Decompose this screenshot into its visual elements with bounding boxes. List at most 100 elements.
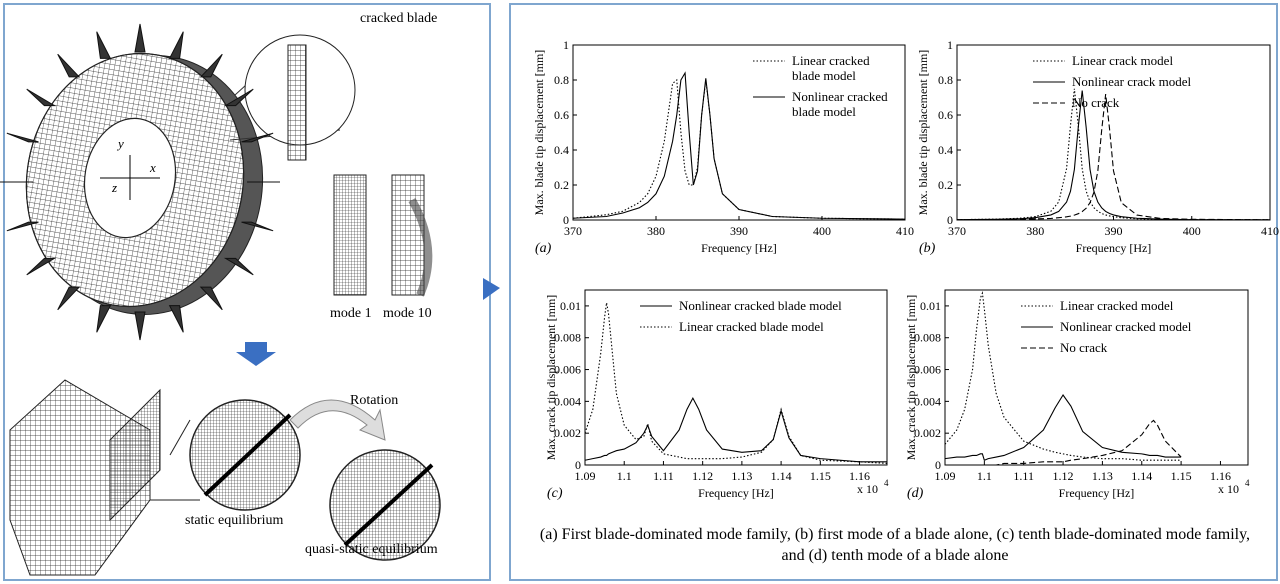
y-tick-label: 0.004 (914, 394, 941, 408)
label-quasi-static: quasi-static equilibrium (305, 542, 438, 557)
y-tick-label: 0.01 (560, 299, 581, 313)
y-axis-label: Max. blade tip displacement [mm] (532, 50, 546, 216)
blade-shape (170, 32, 184, 59)
legend-entry: Nonlinear cracked blade model (638, 298, 883, 313)
legend-swatch (1019, 340, 1055, 354)
x-axis-label: Frequency [Hz] (698, 486, 774, 500)
caption: (a) First blade-dominated mode family, (… (530, 524, 1260, 566)
legend-label: Nonlinear cracked model (1060, 319, 1191, 334)
legend-entry: Nonlinear crack model (1031, 74, 1266, 89)
y-tick-label: 0.8 (554, 73, 569, 87)
legend: Linear crack modelNonlinear crack modelN… (1031, 53, 1266, 116)
right-arrow (483, 278, 500, 300)
legend-entry: Linear cracked model (1019, 298, 1244, 313)
panel-label: (c) (547, 486, 563, 501)
y-tick-label: 0.6 (554, 108, 569, 122)
panel-label: (a) (535, 241, 552, 256)
series-line (585, 398, 887, 462)
x-tick-label: 1.15 (810, 469, 831, 483)
legend-swatch (1031, 95, 1067, 109)
legend-label: Linear cracked blade model (792, 53, 900, 83)
axis-y-label: y (116, 136, 124, 151)
x-tick-label: 1.13 (731, 469, 752, 483)
y-tick-label: 0.2 (938, 178, 953, 192)
y-tick-label: 1 (563, 38, 569, 52)
x-tick-label: 410 (896, 224, 914, 238)
legend-label: Nonlinear cracked blade model (792, 89, 900, 119)
legend-label: Linear cracked blade model (679, 319, 824, 334)
legend-label: Linear crack model (1072, 53, 1173, 68)
x-tick-label: 1.1 (977, 469, 992, 483)
x-tick-label: 1.14 (1131, 469, 1152, 483)
x-tick-label: 1.12 (1053, 469, 1074, 483)
x-tick-label: 1.16 (849, 469, 870, 483)
y-tick-label: 0.006 (914, 363, 941, 377)
y-tick-label: 0.6 (938, 108, 953, 122)
x-tick-label: 1.1 (617, 469, 632, 483)
y-axis-label: Max. blade tip displacement [mm] (916, 50, 930, 216)
figure: cracked blade y x z mode 1 mode 10 Rotat… (0, 0, 1280, 584)
down-arrow (236, 342, 276, 366)
x-scale-label: x 10 (857, 482, 878, 496)
x-tick-label: 1.16 (1210, 469, 1231, 483)
y-tick-label: 0.2 (554, 178, 569, 192)
legend: Nonlinear cracked blade model Linear crac… (638, 298, 883, 340)
blade-shape (170, 306, 184, 333)
y-tick-label: 0.8 (938, 73, 953, 87)
y-tick-label: 0.002 (554, 426, 581, 440)
legend-label: No crack (1060, 340, 1107, 355)
x-tick-label: 1.11 (653, 469, 674, 483)
x-tick-label: 1.09 (575, 469, 596, 483)
blade-shape (97, 306, 111, 333)
blade-shape (201, 54, 222, 77)
y-tick-label: 0.4 (938, 143, 953, 157)
legend-entry: Nonlinear cracked blade model (751, 89, 901, 119)
legend-entry: No crack (1019, 340, 1244, 355)
label-mode-10: mode 10 (383, 306, 432, 321)
x-tick-label: 1.12 (692, 469, 713, 483)
x-tick-label: 1.11 (1013, 469, 1034, 483)
legend-entry: Linear cracked blade model (751, 53, 901, 83)
x-axis-label: Frequency [Hz] (1059, 486, 1135, 500)
x-tick-label: 380 (647, 224, 665, 238)
blade-shape (58, 54, 79, 77)
axis-x-label: x (149, 160, 156, 175)
x-tick-label: 370 (564, 224, 582, 238)
x-tick-label: 370 (948, 224, 966, 238)
series-line (945, 395, 1181, 460)
x-tick-label: 1.13 (1092, 469, 1113, 483)
x-tick-label: 390 (730, 224, 748, 238)
label-cracked-blade: cracked blade (360, 11, 437, 26)
legend-entry: Nonlinear cracked model (1019, 319, 1244, 334)
blade-shape (135, 24, 145, 52)
y-axis-label: Max. crack tip displacement [mm] (904, 295, 918, 461)
legend-swatch (1019, 319, 1055, 333)
x-axis-label: Frequency [Hz] (701, 241, 777, 255)
blade-shape (27, 258, 55, 274)
legend-swatch (1031, 74, 1067, 88)
legend: Linear cracked model Nonlinear cracked mo… (1019, 298, 1244, 361)
label-static: static equilibrium (185, 513, 283, 528)
panel-label: (d) (907, 486, 924, 501)
x-axis-label: Frequency [Hz] (1076, 241, 1152, 255)
x-tick-label: 1.15 (1171, 469, 1192, 483)
legend-swatch (751, 53, 787, 67)
label-rotation: Rotation (350, 393, 398, 408)
x-scale-label: x 10 (1218, 482, 1239, 496)
x-tick-label: 390 (1105, 224, 1123, 238)
y-axis-label: Max. crack tip displacement [mm] (544, 295, 558, 461)
x-scale-exponent: 4 (1245, 478, 1250, 488)
y-tick-label: 0.008 (914, 331, 941, 345)
y-tick-label: 0.01 (920, 299, 941, 313)
legend-swatch (751, 89, 787, 103)
x-tick-label: 1.14 (771, 469, 792, 483)
y-tick-label: 0.4 (554, 143, 569, 157)
y-tick-label: 0.006 (554, 363, 581, 377)
legend-label: Linear cracked model (1060, 298, 1173, 313)
y-tick-label: 0.004 (554, 394, 581, 408)
x-tick-label: 410 (1261, 224, 1279, 238)
legend-swatch (638, 319, 674, 333)
x-tick-label: 1.09 (935, 469, 956, 483)
x-tick-label: 400 (813, 224, 831, 238)
panel-label: (b) (919, 241, 936, 256)
